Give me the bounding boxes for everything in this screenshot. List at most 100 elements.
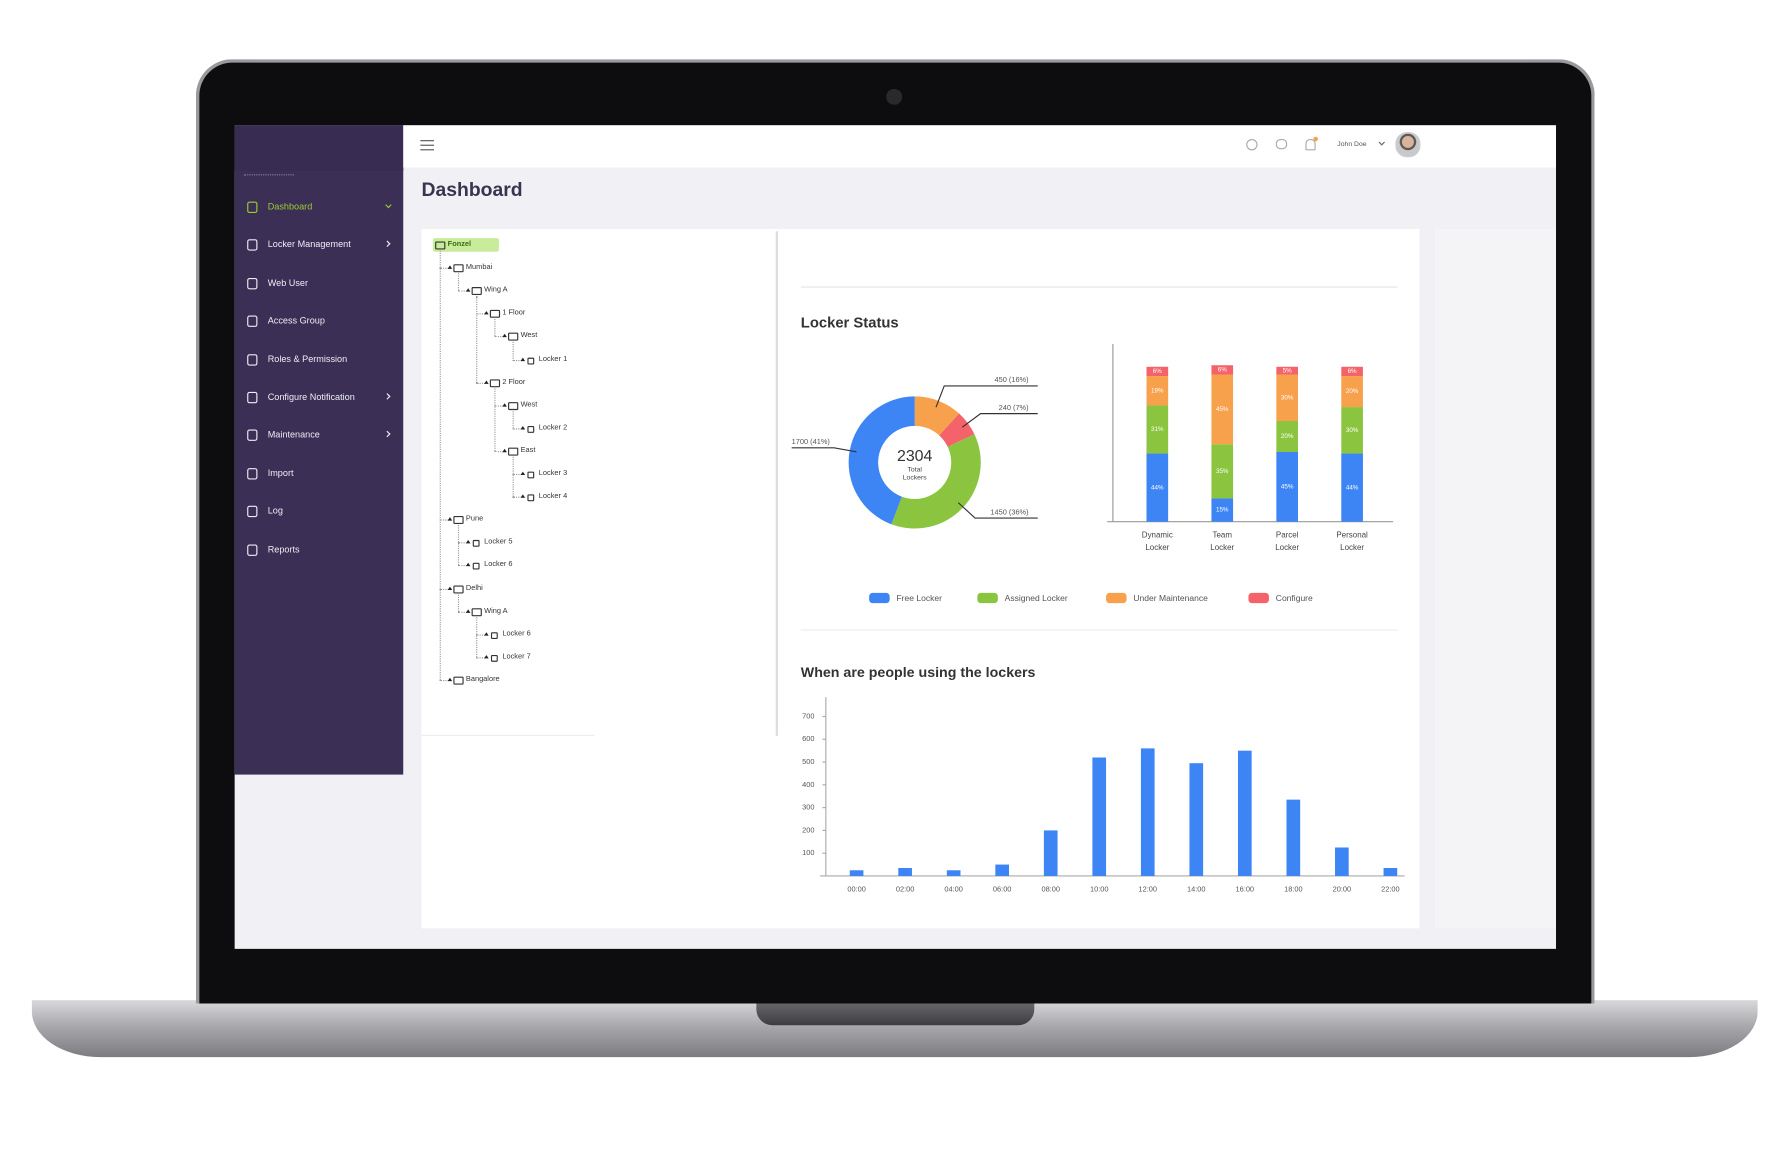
bar [995, 864, 1010, 876]
legend-swatch [1248, 592, 1269, 604]
menu-label: Dashboard [267, 201, 313, 212]
legend-label: Free Locker [896, 593, 942, 603]
menu-item[interactable]: Import [235, 462, 404, 485]
bar-segment [1211, 374, 1234, 445]
legend-label: Configure [1276, 593, 1313, 603]
menu-item[interactable]: Maintenance [235, 424, 404, 447]
tree-node-label[interactable]: Locker 6 [502, 629, 531, 638]
tree-toggle[interactable] [465, 608, 471, 613]
tree-toggle[interactable] [520, 494, 526, 498]
bar-segment [1341, 407, 1363, 454]
brand-dots [243, 174, 294, 176]
tree-connector [494, 405, 506, 407]
x-tick-label: Parcel Locker [1275, 531, 1300, 553]
menu-icon [247, 505, 258, 518]
menu-item[interactable]: Dashboard [235, 196, 404, 219]
tree-node-label[interactable]: West [520, 331, 538, 340]
callout-line [791, 447, 857, 453]
tree-connector [512, 473, 524, 476]
avatar[interactable] [1395, 132, 1421, 158]
tree-node-label[interactable]: Locker 4 [538, 492, 568, 501]
tree-node-label[interactable]: Locker 6 [484, 560, 513, 569]
bell-icon[interactable] [1305, 138, 1316, 151]
segment-label: 6% [1348, 368, 1357, 375]
tree-node-label[interactable]: Wing A [484, 606, 508, 615]
tree-toggle[interactable] [502, 402, 507, 407]
menu-item[interactable]: Reports [235, 538, 404, 561]
tree-node-label[interactable]: Fonzel [447, 240, 472, 249]
lock-icon [527, 471, 535, 479]
folder-icon [489, 378, 501, 387]
tree-node-label[interactable]: Locker 3 [538, 469, 568, 478]
menu-toggle[interactable] [420, 140, 434, 151]
menu-icon [247, 315, 258, 328]
menu-item[interactable]: Roles & Permission [235, 348, 404, 371]
tree-toggle[interactable] [484, 379, 489, 384]
tree-toggle[interactable] [484, 631, 489, 636]
globe-icon[interactable] [1246, 138, 1258, 151]
tree-toggle[interactable] [520, 471, 526, 476]
tree-bottom [421, 734, 595, 736]
lock-icon [527, 425, 535, 433]
bar [898, 867, 912, 876]
x-tick-label: 12:00 [1139, 885, 1158, 894]
x-tick-label: Team Locker [1210, 531, 1235, 553]
tree-toggle[interactable] [502, 334, 507, 338]
tree-toggle[interactable] [447, 586, 453, 590]
x-tick-label: 16:00 [1236, 885, 1254, 894]
lock-icon [527, 357, 535, 364]
tree-node-label[interactable]: Delhi [465, 583, 483, 592]
lock-icon [527, 494, 535, 502]
tree-toggle[interactable] [465, 540, 471, 544]
segment-label: 44% [1151, 484, 1164, 491]
menu-label: Locker Management [267, 239, 351, 250]
tree-node-label[interactable]: West [520, 400, 538, 409]
tree-node-label[interactable]: East [520, 446, 536, 455]
tree-connector [476, 634, 488, 636]
menu-item[interactable]: Log [235, 500, 404, 523]
y-tick-label: 600 [802, 734, 814, 743]
right-strip [1435, 228, 1557, 929]
tree-toggle[interactable] [465, 563, 471, 567]
tree-node-label[interactable]: Locker 5 [484, 537, 513, 546]
tree-node-label[interactable]: Bangalore [465, 675, 500, 684]
tree-toggle[interactable] [447, 677, 453, 682]
menu-item[interactable]: Web User [235, 272, 404, 295]
tree-connector [457, 525, 460, 566]
segment-label: 31% [1151, 426, 1164, 433]
x-tick-label: 20:00 [1333, 885, 1351, 894]
tree-connector [476, 616, 478, 658]
folder-icon [489, 310, 501, 319]
tree-node-label[interactable]: Locker 1 [538, 354, 568, 363]
tree-toggle[interactable] [484, 311, 489, 315]
tree-node-label[interactable]: Locker 7 [502, 652, 531, 661]
tree-toggle[interactable] [502, 448, 507, 453]
tree-node-label[interactable]: Mumbai [465, 263, 493, 272]
tree-node-label[interactable]: 2 Floor [502, 377, 526, 386]
tree-toggle[interactable] [465, 288, 471, 292]
tree-toggle[interactable] [520, 357, 526, 361]
tree-node-label[interactable]: Wing A [484, 286, 508, 295]
tree-toggle[interactable] [520, 425, 526, 430]
tree-toggle[interactable] [484, 654, 489, 659]
menu-icon [247, 467, 258, 480]
menu-item[interactable]: Access Group [235, 310, 404, 333]
tree-toggle[interactable] [447, 265, 453, 269]
tree-node-label[interactable]: 1 Floor [502, 309, 526, 318]
user-name[interactable]: John Doe [1337, 141, 1367, 149]
tree-connector [439, 519, 452, 521]
menu-item[interactable]: Locker Management [235, 234, 404, 257]
tree-toggle[interactable] [447, 517, 453, 521]
chat-icon[interactable] [1275, 138, 1288, 150]
x-tick-label: 00:00 [847, 885, 866, 894]
tree-connector [439, 250, 441, 680]
folder-icon [471, 607, 482, 616]
x-tick-label: 02:00 [896, 885, 915, 894]
menu-toggle-bar [420, 144, 434, 146]
menu-item[interactable]: Configure Notification [235, 386, 404, 409]
tree-node-label[interactable]: Pune [465, 515, 484, 524]
tree-node-label[interactable]: Locker 2 [538, 423, 568, 432]
menu-icon [247, 353, 258, 366]
